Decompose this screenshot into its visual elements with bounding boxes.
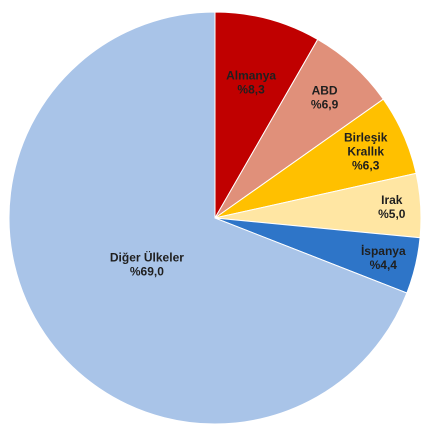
slice-value-label: %69,0 <box>130 265 164 279</box>
slice-label-4: İspanya %4,4 <box>361 243 406 272</box>
slice-value-label: %6,9 <box>311 98 339 112</box>
pie-slice-5 <box>8 11 408 425</box>
slice-value-label: %8,3 <box>237 83 265 97</box>
slice-value-label: %4,4 <box>370 258 398 272</box>
slice-category-label: Krallık <box>347 144 384 158</box>
slice-category-label: Birleşik <box>344 130 388 144</box>
slice-label-0: Almanya %8,3 <box>226 69 276 97</box>
slice-label-5: Diğer Ülkeler %69,0 <box>110 250 184 279</box>
slice-label-2: Birleşik Krallık %6,3 <box>344 130 388 172</box>
slice-label-1: ABD %6,9 <box>311 84 339 112</box>
slice-category-label: İspanya <box>361 243 406 258</box>
slice-label-3: Irak %5,0 <box>378 193 406 221</box>
slice-value-label: %6,3 <box>352 158 380 172</box>
slice-category-label: ABD <box>312 84 338 98</box>
slice-value-label: %5,0 <box>378 207 406 221</box>
pie-slices <box>8 11 422 425</box>
slice-category-label: Almanya <box>226 69 276 83</box>
slice-category-label: Irak <box>381 193 403 207</box>
pie-slice-0 <box>214 11 319 220</box>
slice-category-label: Diğer Ülkeler <box>110 250 184 265</box>
